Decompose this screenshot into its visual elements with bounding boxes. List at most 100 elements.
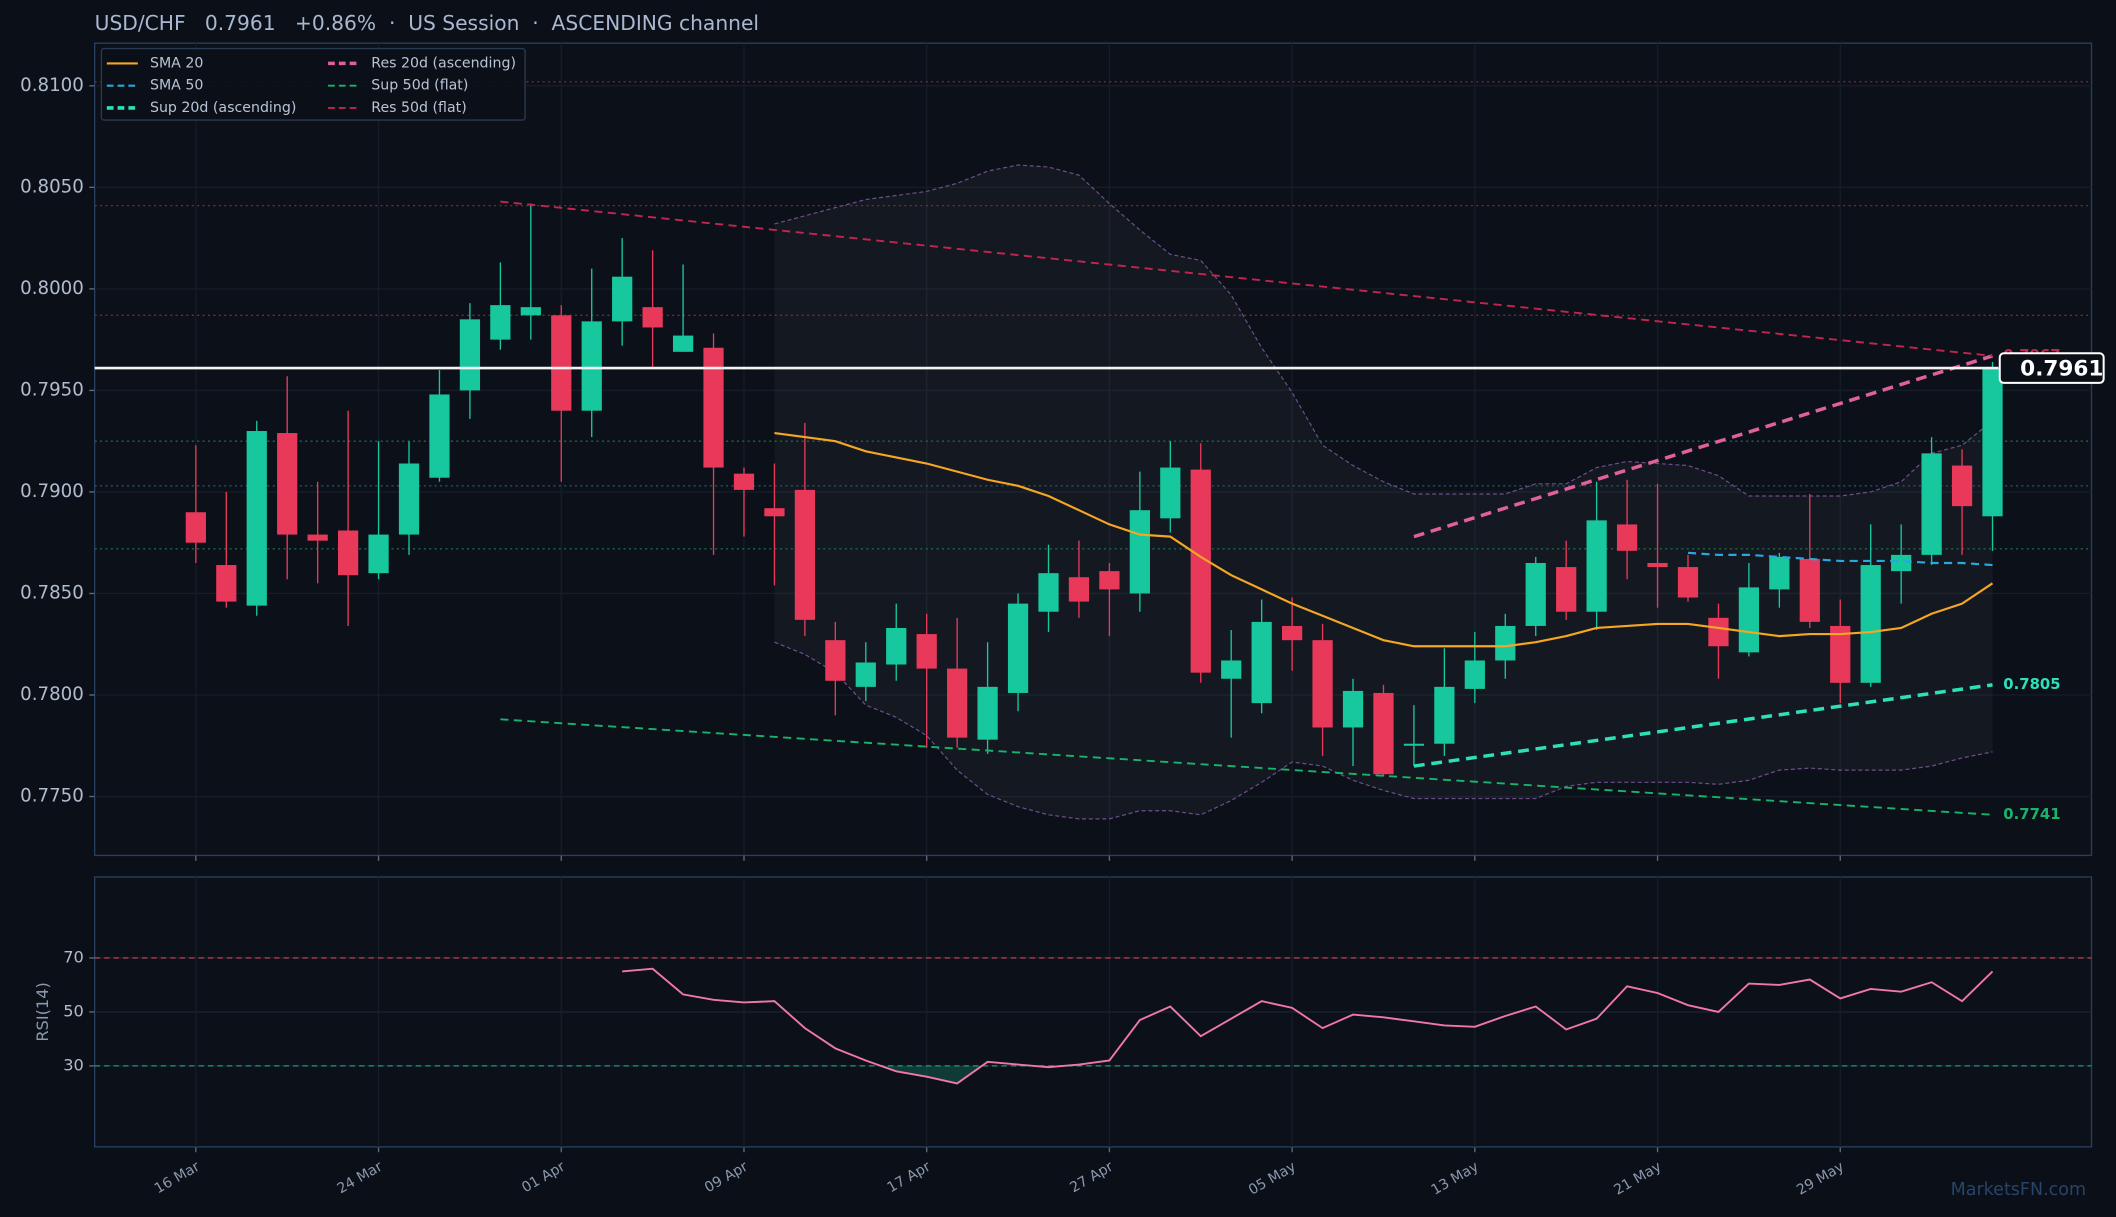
- candle-body: [1312, 640, 1333, 728]
- legend-box: [100, 47, 526, 121]
- sma-line: [774, 431, 1994, 648]
- trend-line: [500, 200, 1993, 357]
- trend-line: [1413, 683, 1993, 768]
- candle-body: [1921, 453, 1942, 555]
- candle-body: [1586, 520, 1607, 612]
- candle-body: [1190, 469, 1211, 673]
- y-tick-label: 70: [63, 947, 84, 966]
- y-tick-label: 0.7850: [20, 582, 84, 603]
- candle-body: [1403, 743, 1425, 746]
- candle-body: [916, 634, 937, 669]
- candle-body: [825, 640, 846, 681]
- band-upper: [774, 164, 1993, 497]
- watermark: MarketsFN.com: [1951, 1180, 2086, 1200]
- legend-label: SMA 50: [150, 78, 203, 94]
- candle-body: [612, 276, 633, 322]
- main-plot: [94, 43, 2092, 856]
- band-lower: [774, 641, 1993, 820]
- y-tick-label: 0.8100: [20, 75, 84, 96]
- y-tick-label: 0.8000: [20, 278, 84, 299]
- candle-body: [1982, 368, 2003, 517]
- candle-body: [1616, 524, 1638, 551]
- trend-value-label: 0.7805: [2003, 676, 2060, 693]
- legend-label: SMA 20: [150, 55, 203, 71]
- candle-body: [1708, 617, 1729, 647]
- y-tick-label: 0.7950: [20, 379, 84, 400]
- candle-body: [368, 534, 389, 574]
- candle-body: [490, 305, 511, 340]
- candle-body: [1038, 573, 1059, 612]
- candle-body: [337, 530, 359, 576]
- candle-body: [185, 512, 206, 543]
- candle-body: [277, 433, 298, 535]
- candle-body: [947, 668, 968, 738]
- trend-line: [1413, 354, 1994, 539]
- candle-body: [551, 315, 572, 411]
- candle-body: [429, 394, 450, 478]
- candle-body: [520, 307, 541, 316]
- rsi-line: [622, 967, 1994, 1085]
- legend: SMA 20 SMA 50 Sup 20d (ascending) Res 20d (…: [100, 47, 526, 121]
- trend-value-label: 0.7741: [2003, 806, 2060, 823]
- candle-body: [1738, 587, 1760, 653]
- main-panel: 0.7750 0.7800 0.7850 0.7900 0.7950 0.8000 0.80…: [20, 42, 2093, 861]
- sma-line: [1687, 551, 1993, 567]
- candle-body: [1007, 603, 1029, 693]
- candle-body: [1525, 563, 1546, 626]
- candle-body: [1647, 563, 1668, 568]
- y-tick-label: 0.7800: [20, 684, 84, 705]
- price-label: 0.7961: [2020, 356, 2103, 381]
- y-tick-label: 0.8050: [20, 176, 84, 197]
- chart-title: USD/CHF 0.7961 +0.86% · US Session · ASC…: [95, 11, 759, 35]
- candle-body: [1281, 625, 1303, 641]
- candle-body: [642, 307, 663, 328]
- oversold-fill: [622, 1065, 1993, 1084]
- candle-body: [1830, 625, 1851, 683]
- candle-body: [1951, 465, 1973, 507]
- y-tick-label: 0.7750: [20, 786, 84, 807]
- candle-body: [1495, 625, 1516, 661]
- y-tick-label: 0.7900: [20, 481, 84, 502]
- candle-body: [246, 431, 267, 606]
- candle-body: [886, 627, 907, 665]
- candle-body: [1891, 554, 1912, 572]
- legend-label: Res 20d (ascending): [371, 55, 516, 71]
- candle-body: [216, 565, 237, 602]
- candle-body: [1677, 567, 1699, 598]
- candle-body: [764, 508, 785, 517]
- candle-body: [794, 489, 816, 620]
- candle-body: [672, 335, 694, 352]
- candle-body: [703, 347, 724, 468]
- candle-body: [398, 463, 420, 535]
- candle-body: [1221, 660, 1242, 679]
- candle-body: [977, 686, 998, 740]
- candle-body: [1799, 558, 1820, 622]
- rsi-axis-label: RSI(14): [33, 982, 52, 1042]
- candle-body: [1373, 692, 1394, 775]
- candle-body: [1342, 690, 1364, 728]
- candle-body: [307, 534, 328, 541]
- legend-label: Sup 20d (ascending): [150, 100, 296, 116]
- y-tick-label: 30: [63, 1055, 84, 1074]
- trend-line: [500, 718, 1993, 816]
- candle-body: [1068, 577, 1090, 602]
- legend-label: Res 50d (flat): [371, 100, 466, 116]
- candle-body: [855, 662, 876, 687]
- legend-label: Sup 50d (flat): [371, 78, 468, 94]
- candle-body: [1769, 556, 1790, 590]
- candle-body: [1434, 686, 1455, 744]
- candle-body: [1129, 510, 1150, 594]
- candle-body: [1860, 565, 1881, 683]
- candle-body: [1464, 660, 1485, 689]
- candle-body: [581, 321, 602, 411]
- candle-body: [1251, 621, 1272, 704]
- rsi-panel: 30 50 70: [63, 876, 2093, 1153]
- y-tick-label: 50: [63, 1001, 84, 1020]
- candle-body: [1556, 567, 1577, 612]
- plot-area: [93, 42, 2093, 857]
- candle-body: [733, 473, 755, 490]
- candle-body: [1099, 571, 1120, 590]
- candle-body: [459, 319, 481, 391]
